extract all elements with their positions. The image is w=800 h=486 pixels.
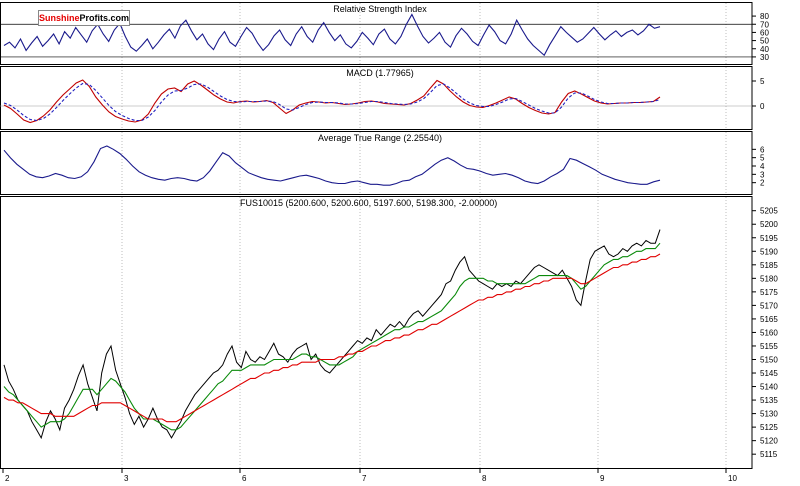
- y-tick-label: 5175: [760, 288, 778, 297]
- y-tick-label: 50: [760, 37, 769, 46]
- y-tick-label: 5135: [760, 396, 778, 405]
- macd-signal-line: [3, 82, 661, 122]
- y-tick-label: 5185: [760, 261, 778, 270]
- y-tick-label: 80: [760, 12, 769, 21]
- y-tick-label: 5205: [760, 207, 778, 216]
- y-tick-label: 70: [760, 20, 769, 29]
- y-tick-label: 5190: [760, 247, 778, 256]
- x-tick-label: 3: [124, 474, 129, 483]
- x-tick-label: 7: [362, 474, 367, 483]
- y-tick-label: 30: [760, 53, 769, 62]
- panel-title: MACD (1.77965): [346, 68, 414, 78]
- y-tick-label: 5145: [760, 369, 778, 378]
- y-tick-label: 5200: [760, 220, 778, 229]
- panel-frame: [0, 66, 753, 130]
- y-tick-label: 6: [760, 145, 765, 154]
- panel-title: Relative Strength Index: [333, 4, 427, 14]
- logo[interactable]: SunshineProfits.com: [38, 10, 130, 26]
- x-tick-label: 6: [242, 474, 247, 483]
- logo-word-1: Sunshine: [39, 13, 80, 23]
- ma-fast-line: [3, 242, 661, 431]
- y-tick-label: 5140: [760, 383, 778, 392]
- y-tick-label: 4: [760, 162, 765, 171]
- price-line: [3, 229, 661, 440]
- panel-frame: [0, 196, 753, 469]
- y-tick-label: 5115: [760, 450, 778, 459]
- y-tick-label: 5120: [760, 437, 778, 446]
- y-tick-label: 5150: [760, 355, 778, 364]
- y-tick-label: 60: [760, 28, 769, 37]
- rsi-line: [3, 13, 661, 57]
- y-tick-label: 40: [760, 45, 769, 54]
- ma-slow-line: [3, 253, 661, 423]
- y-tick-label: 5125: [760, 423, 778, 432]
- logo-word-2: Profits: [79, 13, 109, 23]
- panel-title: FUS10015 (5200.600, 5200.600, 5197.600, …: [240, 198, 497, 208]
- y-tick-label: 5170: [760, 301, 778, 310]
- y-tick-label: 5165: [760, 315, 778, 324]
- atr-line: [3, 145, 661, 186]
- y-tick-label: 2: [760, 179, 765, 188]
- x-tick-label: 2: [5, 474, 10, 483]
- y-tick-label: 5155: [760, 342, 778, 351]
- y-tick-label: 5195: [760, 234, 778, 243]
- y-tick-label: 5: [760, 77, 765, 86]
- y-tick-label: 3: [760, 170, 765, 179]
- panel-title: Average True Range (2.25540): [318, 133, 442, 143]
- logo-word-3: .com: [108, 13, 130, 23]
- y-tick-label: 5160: [760, 328, 778, 337]
- y-tick-label: 0: [760, 102, 765, 111]
- y-tick-label: 5180: [760, 274, 778, 283]
- x-tick-label: 10: [728, 474, 737, 483]
- y-tick-label: 5130: [760, 410, 778, 419]
- y-tick-label: 5: [760, 154, 765, 163]
- x-tick-label: 8: [482, 474, 487, 483]
- x-tick-label: 9: [600, 474, 605, 483]
